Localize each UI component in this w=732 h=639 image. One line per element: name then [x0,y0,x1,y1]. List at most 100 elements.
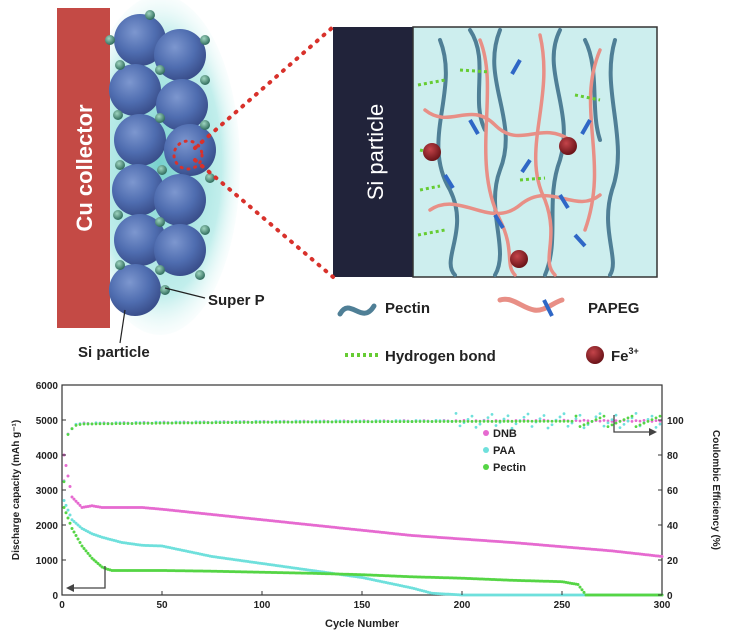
super-p-particle [200,75,210,85]
super-p-particle [145,10,155,20]
ce-point-pectin [110,422,114,426]
hbond-legend-label: Hydrogen bond [385,348,496,365]
y-tick-label-left: 4000 [36,451,59,462]
capacity-point-pectin [86,551,90,555]
capacity-point-pectin [74,534,78,537]
pectin-legend-icon [337,303,377,317]
ce-point-pectin [130,422,134,425]
ce-point-pectin [102,422,106,426]
right-axis-arrow [613,415,652,433]
ce-point-pectin [514,419,518,423]
ce-point-paa [610,418,614,422]
ce-point-pectin [330,420,334,424]
ce-point-pectin [354,420,358,424]
pectin-chain [583,38,602,142]
ce-point-paa [578,413,582,417]
ce-point-pectin [422,420,426,423]
ce-point-pectin [558,419,562,423]
papeg-crosslink [443,173,455,190]
ce-point-pectin [86,422,90,426]
ce-point-paa [566,424,570,428]
ce-point-pectin [570,419,574,423]
capacity-point-pectin [72,530,76,534]
ce-point-paa [634,411,638,415]
si-particle [154,174,206,226]
ce-point-pectin [630,414,634,418]
legend-label-paa: PAA [493,445,515,457]
ce-point-dnb [642,418,646,422]
capacity-point-paa [72,520,76,523]
ce-point-paa [502,417,506,421]
ce-point-paa [458,424,462,428]
ce-point-pectin [538,419,542,423]
ce-point-paa [490,412,494,416]
pectin-chain [436,38,460,277]
ce-point-pectin [398,420,402,424]
capacity-point-pectin [88,554,92,558]
ce-point-pectin [234,421,238,424]
ce-point-dnb [606,419,610,423]
papeg-chain [478,38,517,277]
capacity-point-pectin [64,511,68,515]
super-p-particle [113,110,123,120]
capacity-point-paa [68,513,72,517]
ce-point-pectin [582,423,586,427]
ce-point-pectin [230,421,234,424]
ce-point-pectin [298,420,302,424]
super-p-particle [200,225,210,235]
hydrogen-bond [417,228,446,237]
papeg-legend-crosslink [542,299,554,317]
legend-label-dnb: DNB [493,428,517,440]
ce-point-pectin [382,420,386,424]
ce-point-pectin [114,422,118,426]
papeg-crosslink [468,119,480,135]
binder-network [417,28,620,277]
ce-point-pectin [378,420,382,424]
ce-point-pectin [518,419,522,423]
capacity-point-pectin [62,506,66,509]
ce-point-pectin [550,419,554,423]
super-p-particle [200,35,210,45]
ce-point-pectin [254,420,258,424]
ce-point-pectin [362,420,366,424]
fe-ion [559,137,577,155]
pectin-chain [606,38,620,277]
ce-point-pectin [530,419,534,423]
capacity-point-paa [66,508,70,512]
capacity-point-paa [62,499,66,502]
pectin-legend-label: Pectin [385,300,430,317]
ce-point-paa [654,425,658,429]
si-particle [154,29,206,81]
ce-point-pectin [82,422,86,426]
y-tick-label-right: 20 [667,556,679,567]
ce-point-pectin [646,420,650,423]
capacity-point-pectin [94,560,98,564]
si-particle-core [333,27,413,277]
capacity-point-pectin [70,527,74,530]
capacity-point-pectin [76,537,80,541]
ce-point-pectin [286,420,290,424]
ce-point-pectin [150,421,154,425]
zoom-line-top [193,25,335,150]
ce-point-pectin [562,419,566,423]
capacity-point-dnb [64,464,68,467]
ce-point-pectin [206,421,210,425]
capacity-point-dnb [76,501,80,505]
ce-point-pectin [66,433,70,436]
hydrogen-bond [519,176,546,182]
y-tick-label-left: 1000 [36,556,59,567]
ce-point-pectin [542,419,546,423]
ce-point-pectin [626,416,630,420]
y-tick-label-right: 40 [667,521,679,532]
ce-point-paa [650,414,654,418]
x-tick-label: 200 [454,600,471,611]
capacity-points [62,453,664,597]
ce-point-pectin [310,420,314,424]
ce-point-pectin [430,420,434,423]
ce-point-paa [658,422,662,426]
ce-point-pectin [126,422,130,425]
ce-point-pectin [222,421,226,425]
ce-point-pectin [194,421,198,425]
coulombic-efficiency-points [62,411,662,484]
super-p-label: Super P [208,292,265,309]
